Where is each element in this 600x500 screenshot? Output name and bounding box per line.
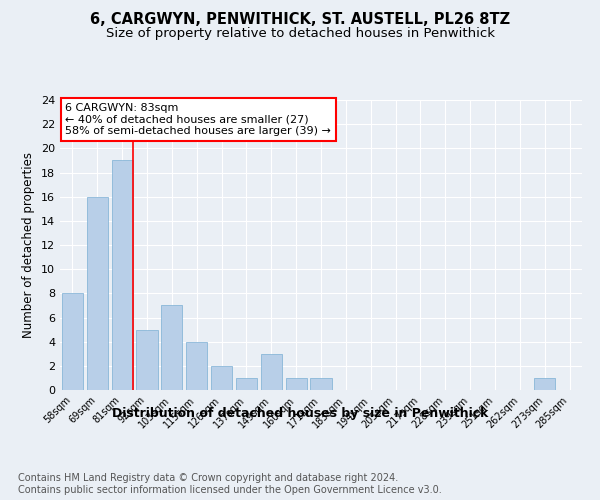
- Bar: [534, 378, 555, 390]
- Text: 6, CARGWYN, PENWITHICK, ST. AUSTELL, PL26 8TZ: 6, CARGWYN, PENWITHICK, ST. AUSTELL, PL2…: [90, 12, 510, 28]
- Bar: [261, 354, 282, 390]
- Text: Distribution of detached houses by size in Penwithick: Distribution of detached houses by size …: [112, 408, 488, 420]
- Text: 6 CARGWYN: 83sqm
← 40% of detached houses are smaller (27)
58% of semi-detached : 6 CARGWYN: 83sqm ← 40% of detached house…: [65, 103, 331, 136]
- Text: Contains HM Land Registry data © Crown copyright and database right 2024.
Contai: Contains HM Land Registry data © Crown c…: [18, 474, 442, 495]
- Y-axis label: Number of detached properties: Number of detached properties: [22, 152, 35, 338]
- Bar: [286, 378, 307, 390]
- Bar: [211, 366, 232, 390]
- Bar: [186, 342, 207, 390]
- Bar: [112, 160, 133, 390]
- Bar: [236, 378, 257, 390]
- Bar: [136, 330, 158, 390]
- Bar: [62, 294, 83, 390]
- Bar: [87, 196, 108, 390]
- Bar: [310, 378, 332, 390]
- Bar: [161, 306, 182, 390]
- Text: Size of property relative to detached houses in Penwithick: Size of property relative to detached ho…: [106, 28, 494, 40]
